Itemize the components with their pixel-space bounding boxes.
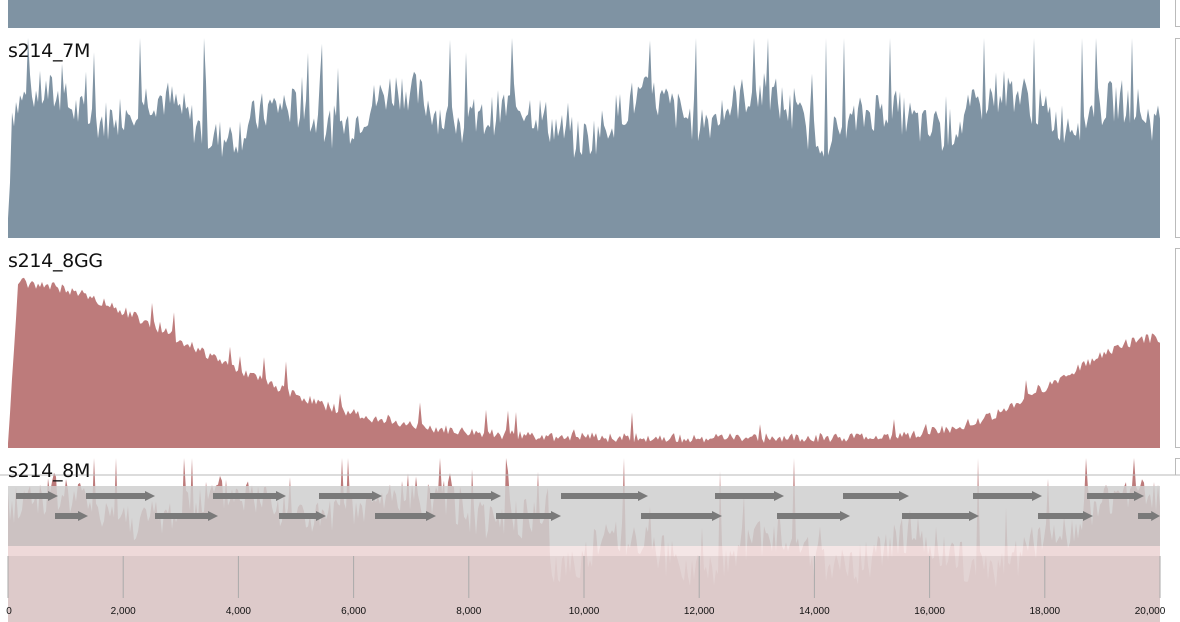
ruler-gridlines <box>7 556 1161 598</box>
axis-tick-label: 4,000 <box>225 606 251 617</box>
axis-tick-label: 16,000 <box>914 606 945 617</box>
coverage-area-path <box>8 277 1160 448</box>
gene-arrow[interactable] <box>213 491 286 501</box>
gene-arrow[interactable] <box>496 511 561 521</box>
track-label: s214_8M <box>8 460 91 482</box>
gene-arrow[interactable] <box>843 491 909 501</box>
gene-arrow[interactable] <box>1138 511 1160 521</box>
gene-arrow[interactable] <box>1038 511 1093 521</box>
gene-arrow[interactable] <box>86 491 155 501</box>
gene-arrow[interactable] <box>319 491 382 501</box>
coverage-area-top <box>8 0 1160 28</box>
gene-arrow[interactable] <box>155 511 218 521</box>
gene-arrow[interactable] <box>973 491 1042 501</box>
track-scale-bracket <box>1175 38 1180 238</box>
gene-arrow[interactable] <box>430 491 501 501</box>
gene-arrow[interactable] <box>715 491 784 501</box>
axis-tick-label: 6,000 <box>341 606 367 617</box>
gene-arrow[interactable] <box>561 491 648 501</box>
axis-tick-label: 14,000 <box>799 606 830 617</box>
axis-tick-label: 2,000 <box>110 606 136 617</box>
track-label: s214_7M <box>8 40 91 62</box>
gene-arrow[interactable] <box>1087 491 1144 501</box>
coverage-area-s214-7m <box>8 38 1160 238</box>
gene-arrows <box>16 491 1160 521</box>
axis-tick-label: 18,000 <box>1029 606 1061 617</box>
axis-tick-label: 0 <box>6 606 12 617</box>
coverage-track-top <box>0 0 1180 28</box>
gene-arrow[interactable] <box>902 511 979 521</box>
track-label: s214_8GG <box>8 250 103 272</box>
gene-arrow[interactable] <box>279 511 326 521</box>
gap-row <box>8 546 1160 556</box>
track-scale-bracket <box>1175 458 1180 475</box>
coverage-track-s214-7m: s214_7M <box>0 38 1180 238</box>
gene-arrow[interactable] <box>641 511 722 521</box>
annotation-overlay <box>0 474 1180 622</box>
coverage-track-s214-8gg: s214_8GG <box>0 248 1180 448</box>
axis-tick-label: 20,000 <box>1134 606 1166 617</box>
track-scale-bracket <box>1175 248 1180 448</box>
coverage-area-s214-8gg <box>8 277 1160 448</box>
axis-tick-label: 12,000 <box>683 606 715 617</box>
gene-arrow[interactable] <box>16 491 58 501</box>
track-scale-bracket <box>1175 0 1180 27</box>
axis-tick-label: 8,000 <box>456 606 482 617</box>
gene-arrow[interactable] <box>55 511 88 521</box>
gene-arrow[interactable] <box>375 511 436 521</box>
gene-arrow[interactable] <box>777 511 850 521</box>
axis-tick-label: 10,000 <box>568 606 600 617</box>
coverage-area-path <box>8 38 1160 238</box>
